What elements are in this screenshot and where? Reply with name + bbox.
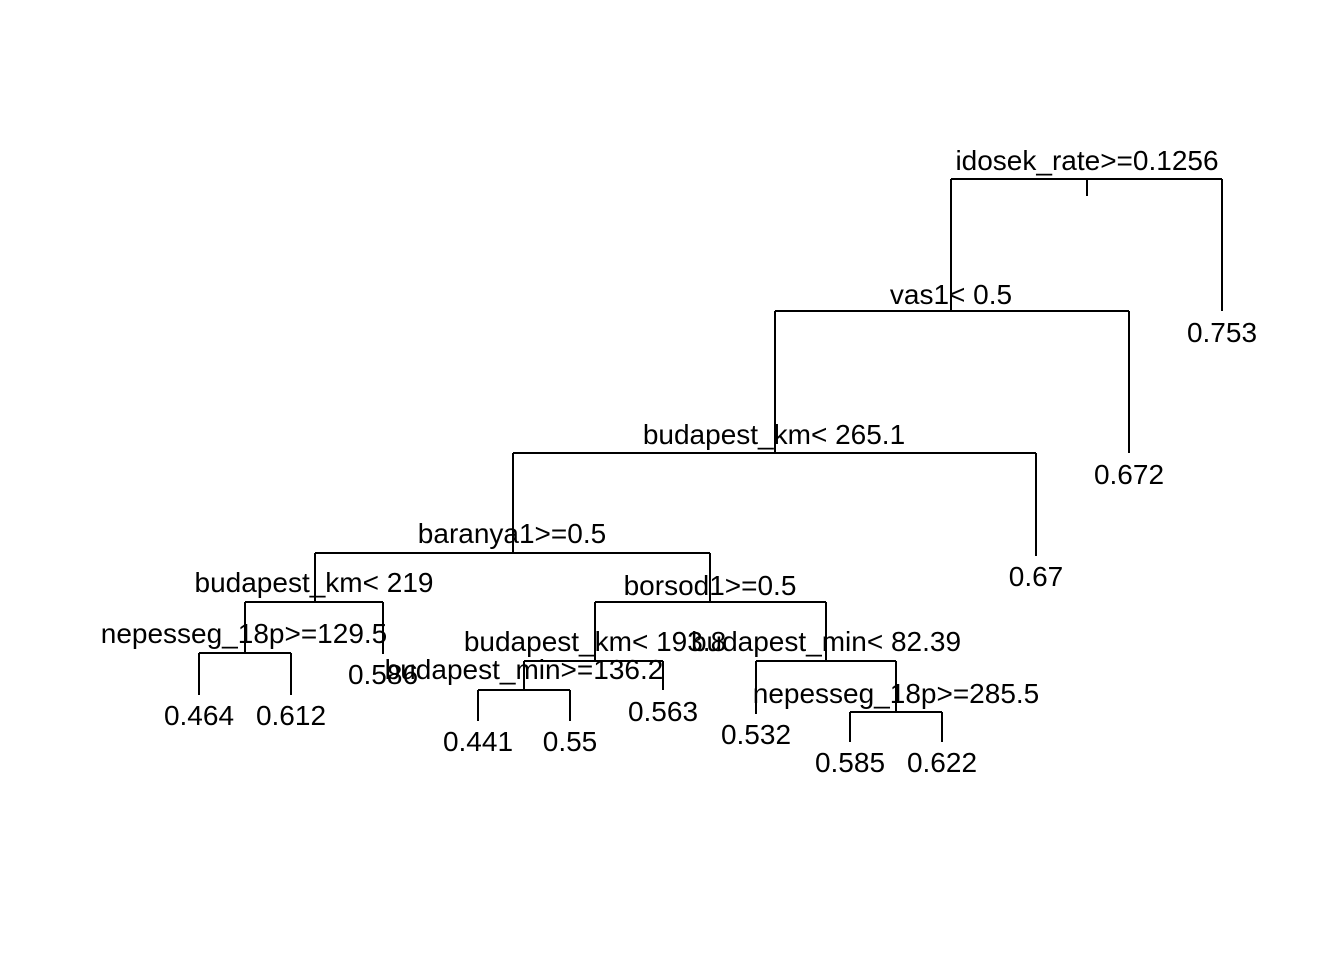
leaf-label: 0.464 (164, 700, 234, 731)
split-label-budapest-km-193: budapest_km< 193.8 (464, 626, 726, 657)
split-label-budapest-km-219: budapest_km< 219 (195, 567, 434, 598)
tree-edges (198, 178, 1223, 742)
leaf-label: 0.672 (1094, 459, 1164, 490)
split-label-root: idosek_rate>=0.1256 (955, 145, 1218, 176)
split-labels: idosek_rate>=0.1256 vas1< 0.5 budapest_k… (101, 145, 1219, 709)
leaf-label: 0.753 (1187, 317, 1257, 348)
leaf-label: 0.622 (907, 747, 977, 778)
split-label-budapest-min-82: budapest_min< 82.39 (691, 626, 961, 657)
leaf-label: 0.585 (815, 747, 885, 778)
leaf-label: 0.55 (543, 726, 598, 757)
split-label-budapest-km-265: budapest_km< 265.1 (643, 419, 905, 450)
leaf-label: 0.586 (348, 659, 418, 690)
leaf-label: 0.612 (256, 700, 326, 731)
split-label-borsod1: borsod1>=0.5 (624, 570, 797, 601)
leaf-label: 0.563 (628, 696, 698, 727)
split-label-budapest-min-136: budapest_min>=136.2 (385, 654, 664, 685)
leaf-label: 0.532 (721, 719, 791, 750)
leaf-label: 0.441 (443, 726, 513, 757)
split-label-nepesseg-129: nepesseg_18p>=129.5 (101, 618, 388, 649)
split-label-baranya1: baranya1>=0.5 (418, 518, 606, 549)
leaf-labels: 0.753 0.672 0.67 0.586 0.464 0.612 0.563… (164, 317, 1257, 778)
split-label-nepesseg-285: nepesseg_18p>=285.5 (753, 678, 1040, 709)
split-label-vas1: vas1< 0.5 (890, 279, 1012, 310)
leaf-label: 0.67 (1009, 561, 1064, 592)
